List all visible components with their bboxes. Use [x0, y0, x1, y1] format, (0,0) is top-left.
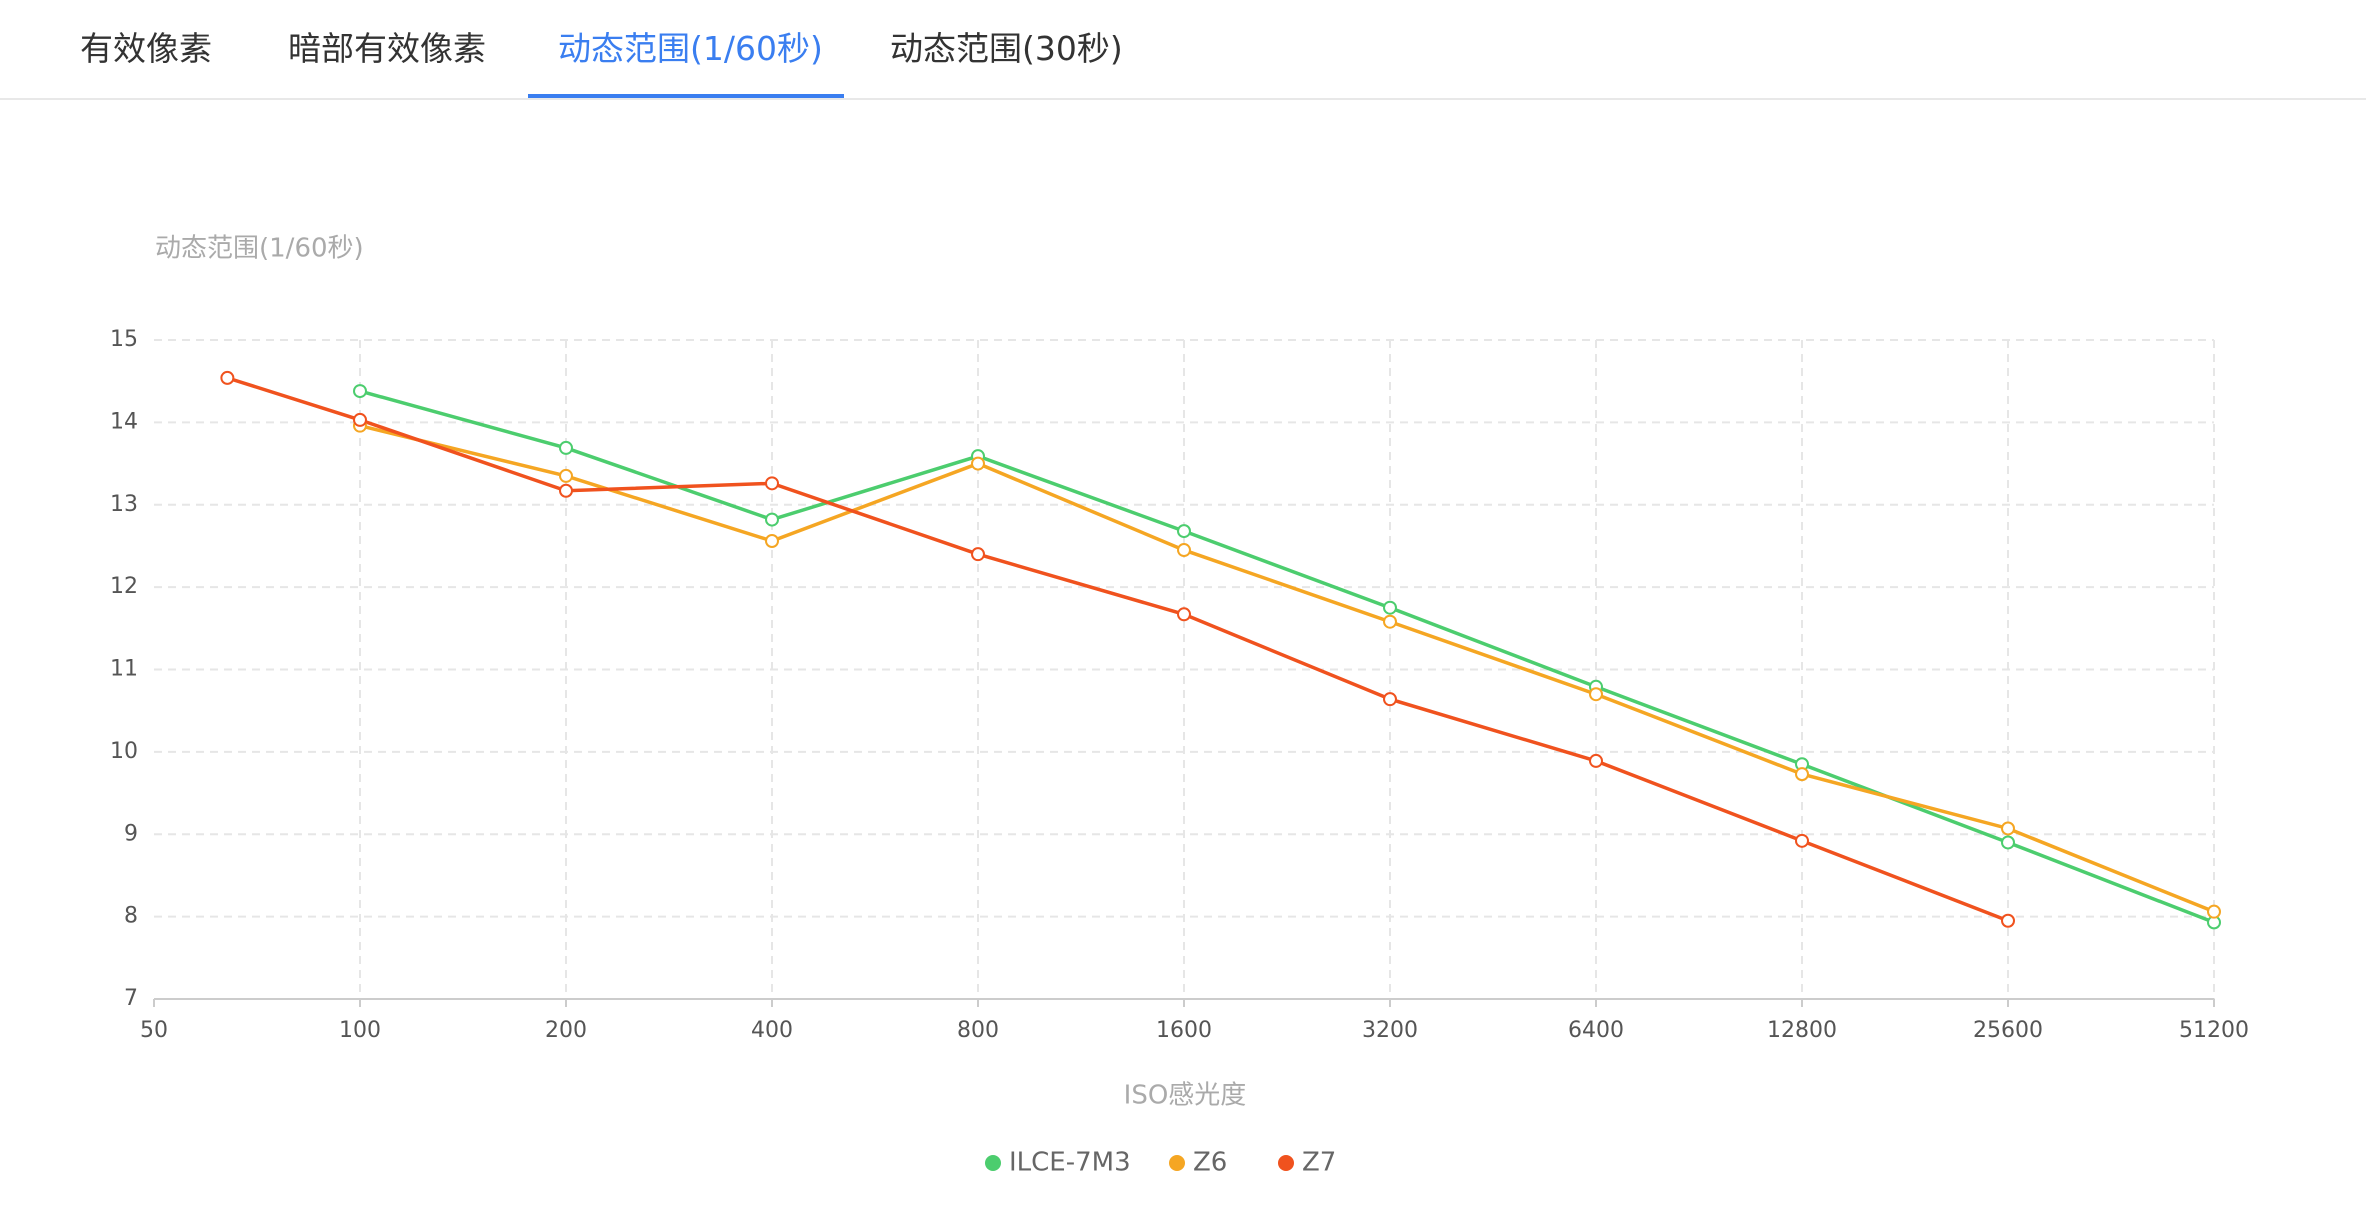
data-point	[559, 440, 573, 455]
y-tick-label: 13	[110, 492, 138, 517]
legend-label: ILCE-7M3	[1009, 1148, 1131, 1178]
active-tab-indicator	[528, 94, 844, 98]
x-tick-label: 1600	[1156, 1018, 1212, 1043]
data-point	[2001, 821, 2015, 836]
data-point	[559, 483, 573, 498]
x-tick-label: 400	[751, 1018, 793, 1043]
data-point	[1589, 687, 1603, 702]
y-tick-label: 7	[124, 986, 138, 1011]
data-point	[2207, 904, 2221, 919]
x-tick-label: 25600	[1973, 1018, 2043, 1043]
data-point	[1383, 614, 1397, 629]
x-tick-label: 100	[339, 1018, 381, 1043]
y-tick-label: 12	[110, 574, 138, 599]
y-tick-label: 15	[110, 327, 138, 352]
tab[interactable]: 动态范围(1/60秒)	[558, 29, 823, 68]
y-tick-label: 9	[124, 821, 138, 846]
tab-bar: 有效像素 暗部有效像素 动态范围(1/60秒) 动态范围(30秒)	[0, 0, 2366, 100]
tab[interactable]: 暗部有效像素	[288, 29, 486, 68]
data-point	[559, 468, 573, 483]
data-point	[2001, 913, 2015, 928]
data-point	[765, 476, 779, 491]
legend-marker	[1169, 1155, 1185, 1171]
data-point	[1383, 692, 1397, 707]
data-point	[353, 412, 367, 427]
x-tick-label: 51200	[2179, 1018, 2249, 1043]
data-point	[765, 533, 779, 548]
legend-marker	[985, 1155, 1001, 1171]
legend-label: Z6	[1193, 1148, 1227, 1178]
x-axis-label: ISO感光度	[1124, 1081, 1247, 1111]
x-tick-label: 200	[545, 1018, 587, 1043]
data-point	[2001, 835, 2015, 850]
data-point	[765, 512, 779, 527]
data-point	[1795, 767, 1809, 782]
series-line	[359, 423, 2215, 914]
series-line	[359, 389, 2215, 925]
y-tick-label: 8	[124, 904, 138, 929]
legend-label: Z7	[1302, 1148, 1336, 1178]
data-point	[353, 384, 367, 399]
data-point	[971, 456, 985, 471]
data-point	[1177, 524, 1191, 539]
legend-marker	[1278, 1155, 1294, 1171]
x-tick-label: 6400	[1568, 1018, 1624, 1043]
data-point	[1795, 833, 1809, 848]
y-tick-label: 10	[110, 739, 138, 764]
y-tick-label: 14	[110, 409, 138, 434]
data-point	[971, 547, 985, 562]
data-point	[1589, 753, 1603, 768]
y-tick-label: 11	[110, 657, 138, 682]
series-line	[226, 376, 2009, 923]
tab[interactable]: 有效像素	[80, 29, 212, 68]
chart-title: 动态范围(1/60秒)	[155, 234, 364, 264]
data-point	[220, 370, 235, 385]
tab[interactable]: 动态范围(30秒)	[890, 29, 1123, 68]
x-tick-label: 12800	[1767, 1018, 1837, 1043]
x-tick-label: 3200	[1362, 1018, 1418, 1043]
x-tick-label: 800	[957, 1018, 999, 1043]
data-point	[1177, 607, 1191, 622]
data-point	[1383, 600, 1397, 615]
x-tick-label: 50	[140, 1018, 168, 1043]
data-point	[1177, 543, 1191, 558]
